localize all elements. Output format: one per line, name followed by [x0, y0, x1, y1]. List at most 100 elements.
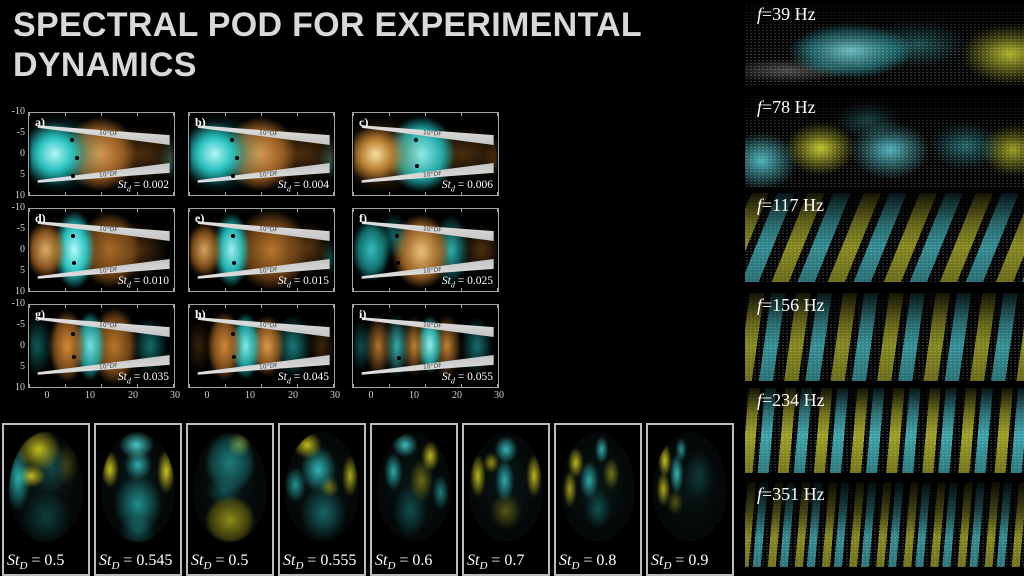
st-subscript: d [450, 184, 455, 193]
strouhal-label: Std = 0.045 [278, 371, 329, 385]
x-axis-tick-label: 30 [170, 390, 180, 401]
spod-mode-panel-b: 10°DF 10°DF b) Std = 0.004 [188, 112, 335, 196]
frequency-panel-234hz: f=234 Hz [745, 388, 1024, 473]
x-axis-tick-label: 20 [128, 390, 138, 401]
x-axis-tick-label: 0 [44, 390, 50, 401]
frequency-panel-39hz: f=39 Hz [745, 2, 1024, 86]
probe-dots [231, 332, 236, 337]
y-axis-tick-label: 5 [20, 169, 25, 180]
st-value: = 0.555 [303, 551, 357, 569]
st-subscript: d [126, 376, 131, 385]
x-axis-tick-label: 20 [452, 390, 462, 401]
st-value: = 0.045 [290, 370, 329, 383]
azimuthal-mode-panel-4: StD = 0.555 [278, 423, 366, 576]
azimuthal-mode-visualization [653, 432, 727, 542]
st-value: = 0.035 [130, 370, 169, 383]
azimuthal-mode-visualization [9, 432, 83, 542]
x-axis-tick-label: 0 [368, 390, 374, 401]
st-subscript: D [571, 560, 580, 572]
spod-mode-panel-h: 10°DF 10°DF h) Std = 0.045 [188, 304, 335, 388]
spod-mode-panel-c: 10°DF 10°DF c) Std = 0.006 [352, 112, 499, 196]
panel-letter-tag: b) [195, 115, 206, 129]
st-symbol: St [467, 551, 480, 569]
st-value: = 0.015 [290, 274, 329, 287]
y-axis-tick-label: -5 [16, 319, 25, 330]
probe-dots [69, 137, 74, 142]
st-value: = 0.6 [395, 551, 433, 569]
st-subscript: D [479, 560, 488, 572]
st-symbol: St [375, 551, 388, 569]
y-axis-tick-label: -5 [16, 127, 25, 138]
panel-letter-tag: d) [35, 211, 46, 225]
st-symbol: St [277, 178, 287, 191]
frequency-panel-156hz: f=156 Hz [745, 293, 1024, 381]
y-axis-tick-label: 0 [20, 148, 25, 159]
slide-title: SPECTRAL POD FOR EXPERIMENTAL DYNAMICS [13, 5, 642, 85]
strouhal-label: StD = 0.555 [283, 552, 363, 572]
panel-letter-tag: g) [35, 307, 45, 321]
slide-title-line1: SPECTRAL POD FOR EXPERIMENTAL [13, 6, 642, 44]
panel-letter-tag: f) [359, 211, 367, 225]
azimuthal-mode-visualization [285, 432, 359, 542]
y-axis-tick-label: 0 [20, 244, 25, 255]
st-value: = 0.006 [454, 178, 493, 191]
azimuthal-mode-visualization [377, 432, 451, 542]
azimuthal-mode-panel-5: StD = 0.6 [370, 423, 458, 576]
st-value: = 0.8 [579, 551, 617, 569]
azimuthal-mode-visualization [193, 432, 267, 542]
st-subscript: D [203, 560, 212, 572]
strouhal-label: StD = 0.7 [467, 552, 547, 572]
st-symbol: St [117, 274, 127, 287]
strouhal-label: StD = 0.5 [191, 552, 271, 572]
st-value: = 0.545 [119, 551, 173, 569]
y-axis-tick-label: 5 [20, 361, 25, 372]
strouhal-label: StD = 0.8 [559, 552, 639, 572]
st-symbol: St [7, 551, 20, 569]
st-symbol: St [559, 551, 572, 569]
st-symbol: St [117, 370, 127, 383]
panel-letter-tag: c) [359, 115, 369, 129]
x-axis-tick-label: 10 [409, 390, 419, 401]
shading-overlay [745, 95, 1024, 187]
azimuthal-mode-panel-6: StD = 0.7 [462, 423, 550, 576]
st-symbol: St [651, 551, 664, 569]
strouhal-label: Std = 0.035 [118, 371, 169, 385]
st-value: = 0.025 [454, 274, 493, 287]
st-symbol: St [283, 551, 296, 569]
probe-dots [396, 355, 401, 360]
azimuthal-mode-visualization [561, 432, 635, 542]
st-subscript: d [286, 184, 291, 193]
st-value: = 0.002 [130, 178, 169, 191]
st-subscript: D [19, 560, 28, 572]
st-subscript: D [295, 560, 304, 572]
frequency-label: f=156 Hz [757, 295, 825, 315]
st-subscript: d [450, 280, 455, 289]
st-subscript: d [126, 280, 131, 289]
y-axis-tick-label: 0 [20, 340, 25, 351]
probe-dots [395, 233, 400, 238]
y-axis-tick-label: -10 [11, 202, 25, 213]
frequency-label: f=117 Hz [757, 195, 824, 215]
probe-dots [71, 332, 76, 337]
st-subscript: D [111, 560, 120, 572]
panel-letter-tag: e) [195, 211, 205, 225]
x-axis-tick-label: 30 [330, 390, 340, 401]
st-value: = 0.010 [130, 274, 169, 287]
frequency-label: f=351 Hz [757, 484, 825, 504]
probe-dots [413, 137, 418, 142]
strouhal-label: StD = 0.9 [651, 552, 731, 572]
st-subscript: d [450, 376, 455, 385]
frequency-label: f=39 Hz [757, 4, 816, 24]
spod-mode-panel-e: 10°DF 10°DF e) Std = 0.015 [188, 208, 335, 292]
shading-overlay [745, 482, 1024, 567]
strouhal-label: StD = 0.5 [7, 552, 87, 572]
y-axis-tick-label: -5 [16, 223, 25, 234]
panel-letter-tag: h) [195, 307, 206, 321]
azimuthal-mode-visualization [469, 432, 543, 542]
y-axis-tick-label: 10 [15, 190, 25, 201]
